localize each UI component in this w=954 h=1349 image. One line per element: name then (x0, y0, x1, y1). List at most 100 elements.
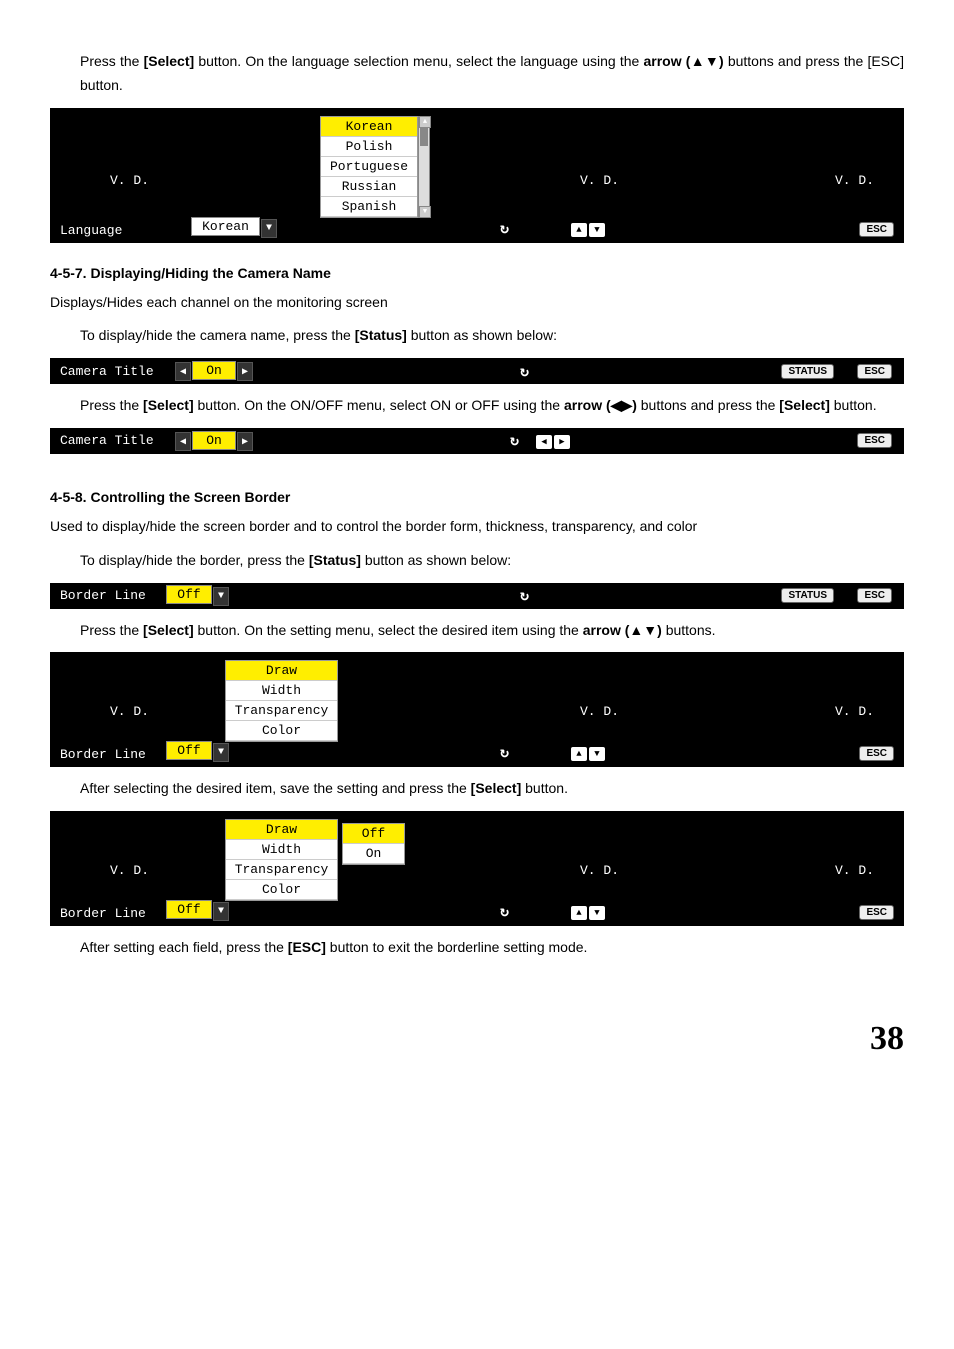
page-number: 38 (50, 1020, 904, 1058)
border-line-selector[interactable]: Off (165, 585, 229, 606)
down-icon[interactable] (589, 906, 605, 920)
text: button. (525, 780, 568, 796)
dropdown-item[interactable]: Color (226, 880, 337, 900)
dropdown-item[interactable]: Transparency (226, 860, 337, 880)
chevron-left-icon[interactable] (175, 362, 191, 381)
language-selector[interactable]: Korean (190, 217, 277, 238)
nav-arrows[interactable] (570, 904, 606, 920)
right-icon[interactable] (554, 435, 570, 449)
scroll-down-icon[interactable]: ▼ (419, 206, 431, 218)
draw-submenu[interactable]: Off On (342, 823, 405, 865)
dropdown-item[interactable]: Polish (321, 137, 417, 157)
border-line-selector[interactable]: Off (165, 900, 229, 921)
selected-value: Korean (191, 217, 260, 236)
chevron-left-icon[interactable] (175, 432, 191, 451)
osd-border-line-status: Border Line Off STATUS ESC (50, 583, 904, 609)
dropdown-item[interactable]: Width (226, 840, 337, 860)
dropdown-item[interactable]: On (343, 844, 404, 864)
dropdown-item[interactable]: Off (343, 824, 404, 844)
para: After setting each field, press the [ESC… (80, 936, 904, 960)
text-bold: [Select] (779, 397, 830, 413)
dropdown-item[interactable]: Color (226, 721, 337, 741)
border-dropdown[interactable]: Draw Width Transparency Color (225, 819, 338, 901)
esc-button[interactable]: ESC (857, 364, 892, 379)
dropdown-item[interactable]: Korean (321, 117, 417, 137)
chevron-down-icon[interactable] (261, 219, 277, 238)
scroll-thumb[interactable] (420, 128, 428, 146)
vd-label: V. D. (580, 173, 619, 188)
up-icon[interactable] (571, 223, 587, 237)
esc-button[interactable]: ESC (859, 905, 894, 920)
esc-button[interactable]: ESC (857, 588, 892, 603)
para: Press the [Select] button. On the settin… (80, 619, 904, 643)
text-bold: [Select] (143, 622, 194, 638)
dropdown-item[interactable]: Draw (226, 661, 337, 681)
text: Press the (80, 397, 143, 413)
refresh-icon[interactable] (520, 586, 529, 605)
esc-button[interactable]: ESC (857, 433, 892, 448)
text-bold: [Select] (471, 780, 522, 796)
refresh-icon[interactable] (510, 431, 519, 450)
camera-title-selector[interactable]: On (175, 361, 253, 382)
chevron-down-icon[interactable] (213, 902, 229, 921)
text: buttons and press the (641, 397, 780, 413)
text-bold: [Status] (309, 552, 361, 568)
chevron-right-icon[interactable] (237, 432, 253, 451)
text-bold: arrow (▲▼) (643, 53, 723, 69)
text: Press the (80, 53, 144, 69)
para: After selecting the desired item, save t… (80, 777, 904, 801)
osd-camera-title-nav: Camera Title On ESC (50, 428, 904, 454)
scrollbar[interactable]: ▲ ▼ (418, 116, 430, 218)
chevron-right-icon[interactable] (237, 362, 253, 381)
refresh-icon[interactable] (500, 902, 509, 921)
dropdown-item[interactable]: Width (226, 681, 337, 701)
up-icon[interactable] (571, 747, 587, 761)
vd-label: V. D. (835, 863, 874, 878)
dropdown-item[interactable]: Draw (226, 820, 337, 840)
border-line-selector[interactable]: Off (165, 741, 229, 762)
language-label: Language (60, 223, 122, 238)
down-icon[interactable] (589, 223, 605, 237)
dropdown-item[interactable]: Transparency (226, 701, 337, 721)
dropdown-item[interactable]: Spanish (321, 197, 417, 217)
heading-458: 4-5-8. Controlling the Screen Border (50, 489, 904, 505)
refresh-icon[interactable] (520, 362, 529, 381)
esc-button[interactable]: ESC (859, 746, 894, 761)
border-line-label: Border Line (60, 906, 146, 921)
para: To display/hide the camera name, press t… (80, 324, 904, 348)
camera-title-selector[interactable]: On (175, 431, 253, 452)
down-icon[interactable] (589, 747, 605, 761)
esc-button[interactable]: ESC (859, 222, 894, 237)
vd-label: V. D. (110, 704, 149, 719)
refresh-icon[interactable] (500, 219, 509, 238)
text: Press the (80, 622, 143, 638)
text-bold: [ESC] (288, 939, 326, 955)
chevron-down-icon[interactable] (213, 587, 229, 606)
status-button[interactable]: STATUS (781, 364, 834, 379)
status-button[interactable]: STATUS (781, 588, 834, 603)
text: Displays/Hides each channel on the monit… (50, 291, 904, 315)
text: After selecting the desired item, save t… (80, 780, 471, 796)
selected-value: On (192, 361, 236, 380)
language-dropdown[interactable]: Korean Polish Portuguese Russian Spanish (320, 116, 418, 218)
left-icon[interactable] (536, 435, 552, 449)
para: Press the [Select] button. On the ON/OFF… (80, 394, 904, 418)
border-dropdown[interactable]: Draw Width Transparency Color (225, 660, 338, 742)
refresh-icon[interactable] (500, 743, 509, 762)
para-select-language: Press the [Select] button. On the langua… (80, 50, 904, 98)
osd-camera-title-status: Camera Title On STATUS ESC (50, 358, 904, 384)
dropdown-item[interactable]: Russian (321, 177, 417, 197)
text-bold: [Select] (144, 53, 195, 69)
osd-language: V. D. Language Korean Korean Polish Port… (50, 108, 904, 243)
nav-arrows[interactable] (535, 433, 571, 449)
nav-arrows[interactable] (570, 221, 606, 237)
para: To display/hide the border, press the [S… (80, 549, 904, 573)
chevron-down-icon[interactable] (213, 743, 229, 762)
dropdown-item[interactable]: Portuguese (321, 157, 417, 177)
text-bold: arrow (▲▼) (583, 622, 662, 638)
text: button as shown below: (411, 327, 557, 343)
border-line-label: Border Line (60, 747, 146, 762)
scroll-up-icon[interactable]: ▲ (419, 116, 431, 128)
nav-arrows[interactable] (570, 745, 606, 761)
up-icon[interactable] (571, 906, 587, 920)
